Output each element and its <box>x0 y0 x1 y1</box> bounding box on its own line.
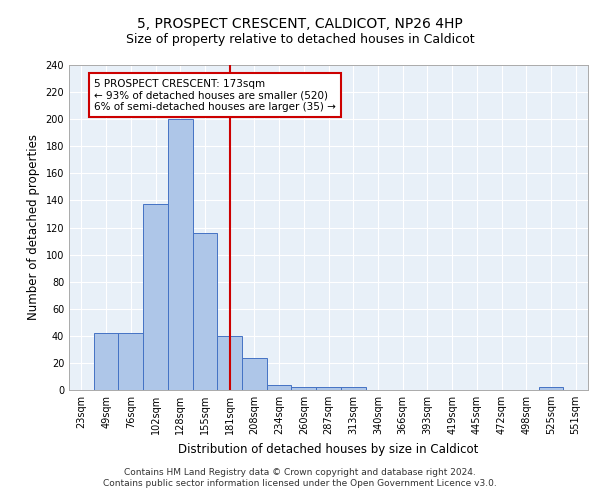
Bar <box>316 388 341 390</box>
Y-axis label: Number of detached properties: Number of detached properties <box>27 134 40 320</box>
Text: Contains HM Land Registry data © Crown copyright and database right 2024.
Contai: Contains HM Land Registry data © Crown c… <box>103 468 497 487</box>
Bar <box>539 388 563 390</box>
Bar <box>341 388 365 390</box>
Text: 5, PROSPECT CRESCENT, CALDICOT, NP26 4HP: 5, PROSPECT CRESCENT, CALDICOT, NP26 4HP <box>137 18 463 32</box>
Bar <box>242 358 267 390</box>
Text: Size of property relative to detached houses in Caldicot: Size of property relative to detached ho… <box>125 32 475 46</box>
Bar <box>217 336 242 390</box>
Text: 5 PROSPECT CRESCENT: 173sqm
← 93% of detached houses are smaller (520)
6% of sem: 5 PROSPECT CRESCENT: 173sqm ← 93% of det… <box>94 78 335 112</box>
Bar <box>118 333 143 390</box>
Bar <box>193 233 217 390</box>
X-axis label: Distribution of detached houses by size in Caldicot: Distribution of detached houses by size … <box>178 442 479 456</box>
Bar <box>292 388 316 390</box>
Bar <box>94 333 118 390</box>
Bar <box>143 204 168 390</box>
Bar <box>267 384 292 390</box>
Bar <box>168 119 193 390</box>
